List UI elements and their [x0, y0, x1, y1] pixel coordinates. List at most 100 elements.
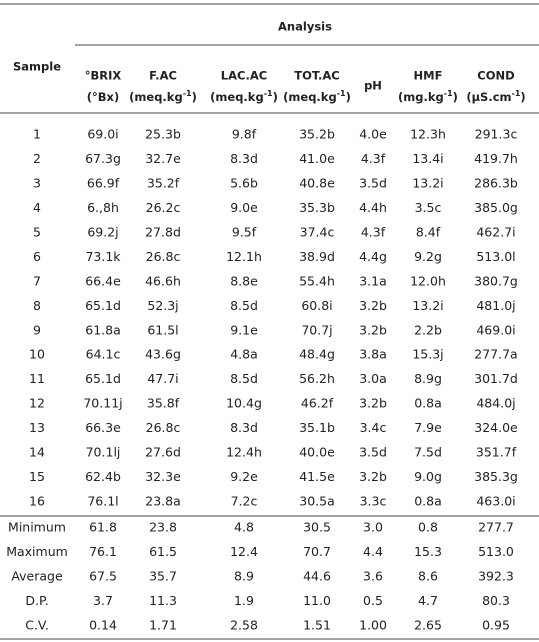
column-header: HMF: [414, 69, 443, 83]
cell: 8.4f: [416, 224, 441, 239]
column-unit: (meq.kg-1): [283, 89, 351, 104]
cell: 70.1lj: [86, 445, 121, 460]
cell: 12.4h: [226, 445, 262, 460]
cell: 41.5e: [299, 469, 335, 484]
row-label: D.P.: [25, 593, 48, 608]
cell: 380.7g: [474, 273, 518, 288]
cell: 32.3e: [145, 469, 181, 484]
cell: 64.1c: [86, 347, 121, 362]
cell: 0.14: [89, 618, 117, 633]
row-label: 15: [29, 469, 45, 484]
row-label: 11: [29, 371, 45, 386]
cell: 8.9: [234, 569, 254, 584]
row-label: 9: [33, 322, 41, 337]
unit-text: (meq.kg: [283, 90, 337, 104]
superscript: -1: [183, 89, 192, 98]
cell: 47.7i: [147, 371, 178, 386]
cell: 61.8: [89, 520, 117, 535]
cell: 4.4g: [359, 249, 387, 264]
cell: 44.6: [303, 569, 331, 584]
row-label: 5: [33, 224, 41, 239]
cell: 9.8f: [232, 127, 257, 142]
cell: 48.4g: [299, 347, 335, 362]
unit-text: ): [273, 90, 278, 104]
cell: 9.2g: [414, 249, 442, 264]
cell: 9.0g: [414, 469, 442, 484]
cell: 8.8e: [230, 273, 258, 288]
superscript: -1: [512, 89, 521, 98]
cell: 46.6h: [145, 273, 181, 288]
unit-text: ): [453, 90, 458, 104]
cell: 62.4b: [85, 469, 121, 484]
cell: 4.0e: [359, 127, 387, 142]
row-label: 6: [33, 249, 41, 264]
cell: 35.8f: [147, 396, 180, 411]
row-label: Minimum: [8, 520, 66, 535]
cell: 9.2e: [230, 469, 258, 484]
column-header: pH: [364, 79, 382, 93]
cell: 43.6g: [145, 347, 181, 362]
cell: 8.3d: [230, 420, 258, 435]
cell: 40.8e: [299, 175, 335, 190]
column-header: °BRIX: [85, 69, 122, 83]
unit-text: (meq.kg: [129, 90, 183, 104]
row-label: 3: [33, 175, 41, 190]
cell: 12.4: [230, 544, 258, 559]
row-label: 1: [33, 127, 41, 142]
cell: 23.8: [149, 520, 177, 535]
cell: 392.3: [478, 569, 514, 584]
cell: 3.0: [363, 520, 383, 535]
cell: 0.8a: [414, 396, 442, 411]
cell: 4.3f: [361, 151, 386, 166]
cell: 69.0i: [87, 127, 118, 142]
cell: 10.4g: [226, 396, 262, 411]
superscript: -1: [264, 89, 273, 98]
cell: 70.7: [303, 544, 331, 559]
cell: 3.5d: [359, 445, 387, 460]
cell: 40.0e: [299, 445, 335, 460]
cell: 3.7: [93, 593, 113, 608]
column-header: TOT.AC: [294, 69, 339, 83]
column-unit: (μS.cm-1): [466, 89, 525, 104]
cell: 324.0e: [474, 420, 518, 435]
cell: 301.7d: [474, 371, 518, 386]
cell: 66.4e: [85, 273, 121, 288]
row-label: 10: [29, 347, 45, 362]
group-title: Analysis: [278, 20, 332, 34]
cell: 61.5l: [147, 322, 178, 337]
column-unit: (°Bx): [87, 90, 119, 104]
cell: 2.2b: [414, 322, 442, 337]
cell: 3.2b: [359, 469, 387, 484]
cell: 277.7a: [474, 347, 517, 362]
cell: 13.2i: [412, 298, 443, 313]
unit-text: (meq.kg: [210, 90, 264, 104]
cell: 5.6b: [230, 175, 258, 190]
cell: 1.51: [303, 618, 331, 633]
cell: 7.9e: [414, 420, 442, 435]
cell: 27.8d: [145, 224, 181, 239]
cell: 80.3: [482, 593, 510, 608]
cell: 3.2b: [359, 322, 387, 337]
cell: 351.7f: [476, 445, 517, 460]
cell: 3.5d: [359, 175, 387, 190]
cell: 4.8a: [230, 347, 258, 362]
cell: 38.9d: [299, 249, 335, 264]
cell: 70.7j: [301, 322, 332, 337]
cell: 291.3c: [475, 127, 518, 142]
cell: 32.7e: [145, 151, 181, 166]
superscript: -1: [337, 89, 346, 98]
cell: 9.0e: [230, 200, 258, 215]
cell: 385.0g: [474, 200, 518, 215]
cell: 4.8: [234, 520, 254, 535]
cell: 15.3j: [412, 347, 443, 362]
cell: 2.58: [230, 618, 258, 633]
row-label: 12: [29, 396, 45, 411]
cell: 52.3j: [147, 298, 178, 313]
cell: 8.6: [418, 569, 438, 584]
unit-text: ): [346, 90, 351, 104]
cell: 61.8a: [85, 322, 121, 337]
cell: 6.,8h: [87, 200, 119, 215]
cell: 26.8c: [146, 420, 181, 435]
cell: 513.0l: [476, 249, 515, 264]
cell: 4.4h: [359, 200, 387, 215]
